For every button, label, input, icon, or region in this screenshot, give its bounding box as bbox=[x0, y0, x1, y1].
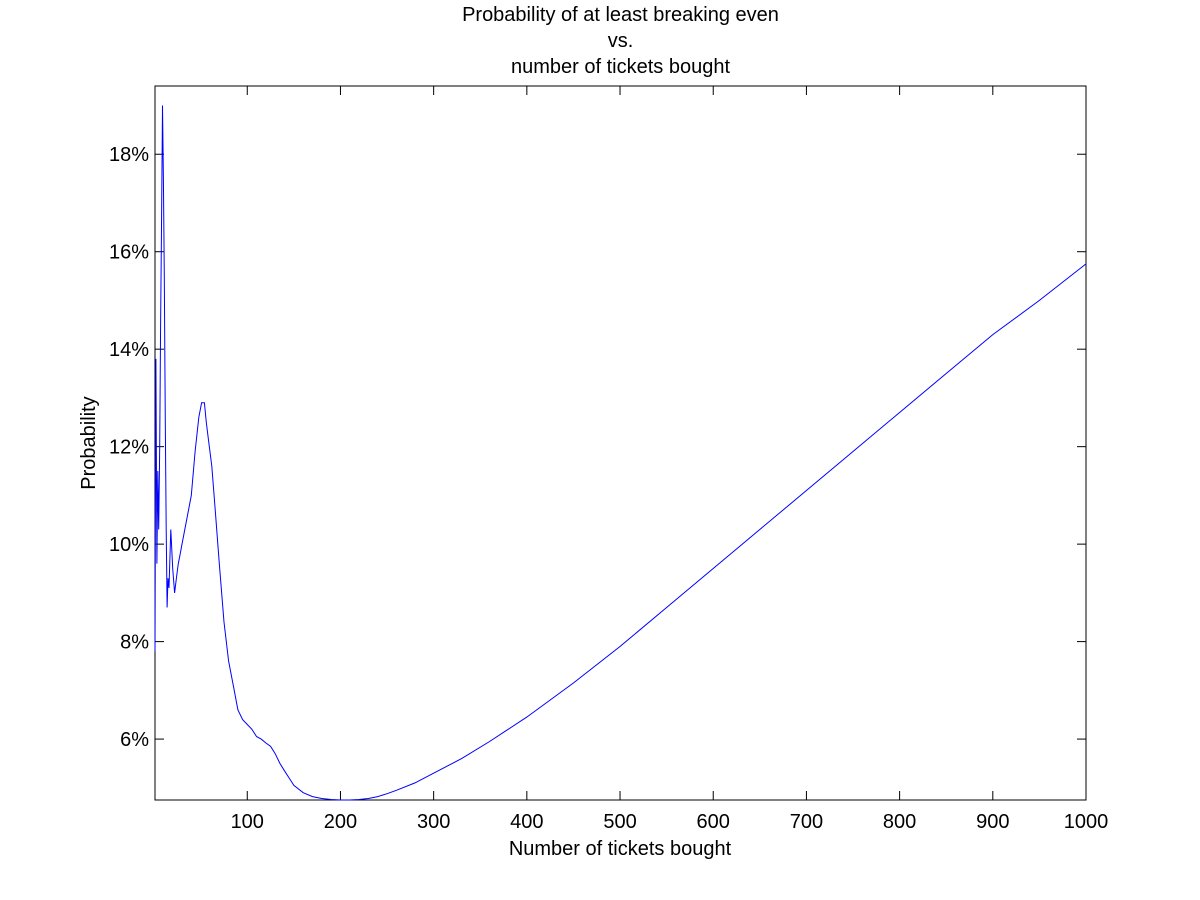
y-tick-label: 16% bbox=[109, 242, 149, 264]
x-tick-label: 300 bbox=[417, 811, 450, 833]
chart-title-line-3: number of tickets bought bbox=[510, 56, 730, 78]
chart-title-line-2: vs. bbox=[607, 30, 634, 52]
y-tick-label: 12% bbox=[109, 437, 149, 459]
x-tick-label: 1000 bbox=[1064, 811, 1109, 833]
chart-title: Probability of at least breaking even vs… bbox=[155, 2, 1086, 80]
y-tick-label: 6% bbox=[120, 729, 149, 751]
x-tick-label: 900 bbox=[976, 811, 1009, 833]
y-axis-label: Probability bbox=[78, 396, 100, 489]
x-axis-ticks: 100 200 300 400 500 600 700 800 900 1000 bbox=[231, 86, 1109, 833]
y-tick-label: 8% bbox=[120, 632, 149, 654]
y-tick-label: 18% bbox=[109, 144, 149, 166]
x-tick-label: 800 bbox=[883, 811, 916, 833]
y-tick-label: 14% bbox=[109, 339, 149, 361]
x-axis-label: Number of tickets bought bbox=[509, 838, 732, 860]
x-tick-label: 100 bbox=[231, 811, 264, 833]
x-tick-label: 400 bbox=[510, 811, 543, 833]
series-line bbox=[154, 105, 1087, 801]
x-tick-label: 700 bbox=[790, 811, 823, 833]
x-tick-label: 500 bbox=[603, 811, 636, 833]
x-tick-label: 200 bbox=[324, 811, 357, 833]
y-tick-label: 10% bbox=[109, 534, 149, 556]
plot-area bbox=[154, 85, 1087, 801]
series-layer bbox=[154, 105, 1087, 801]
y-axis-ticks: 6% 8% 10% 12% 14% 16% 18% bbox=[109, 144, 1086, 751]
chart-title-line-1: Probability of at least breaking even bbox=[462, 4, 779, 26]
x-tick-label: 600 bbox=[697, 811, 730, 833]
